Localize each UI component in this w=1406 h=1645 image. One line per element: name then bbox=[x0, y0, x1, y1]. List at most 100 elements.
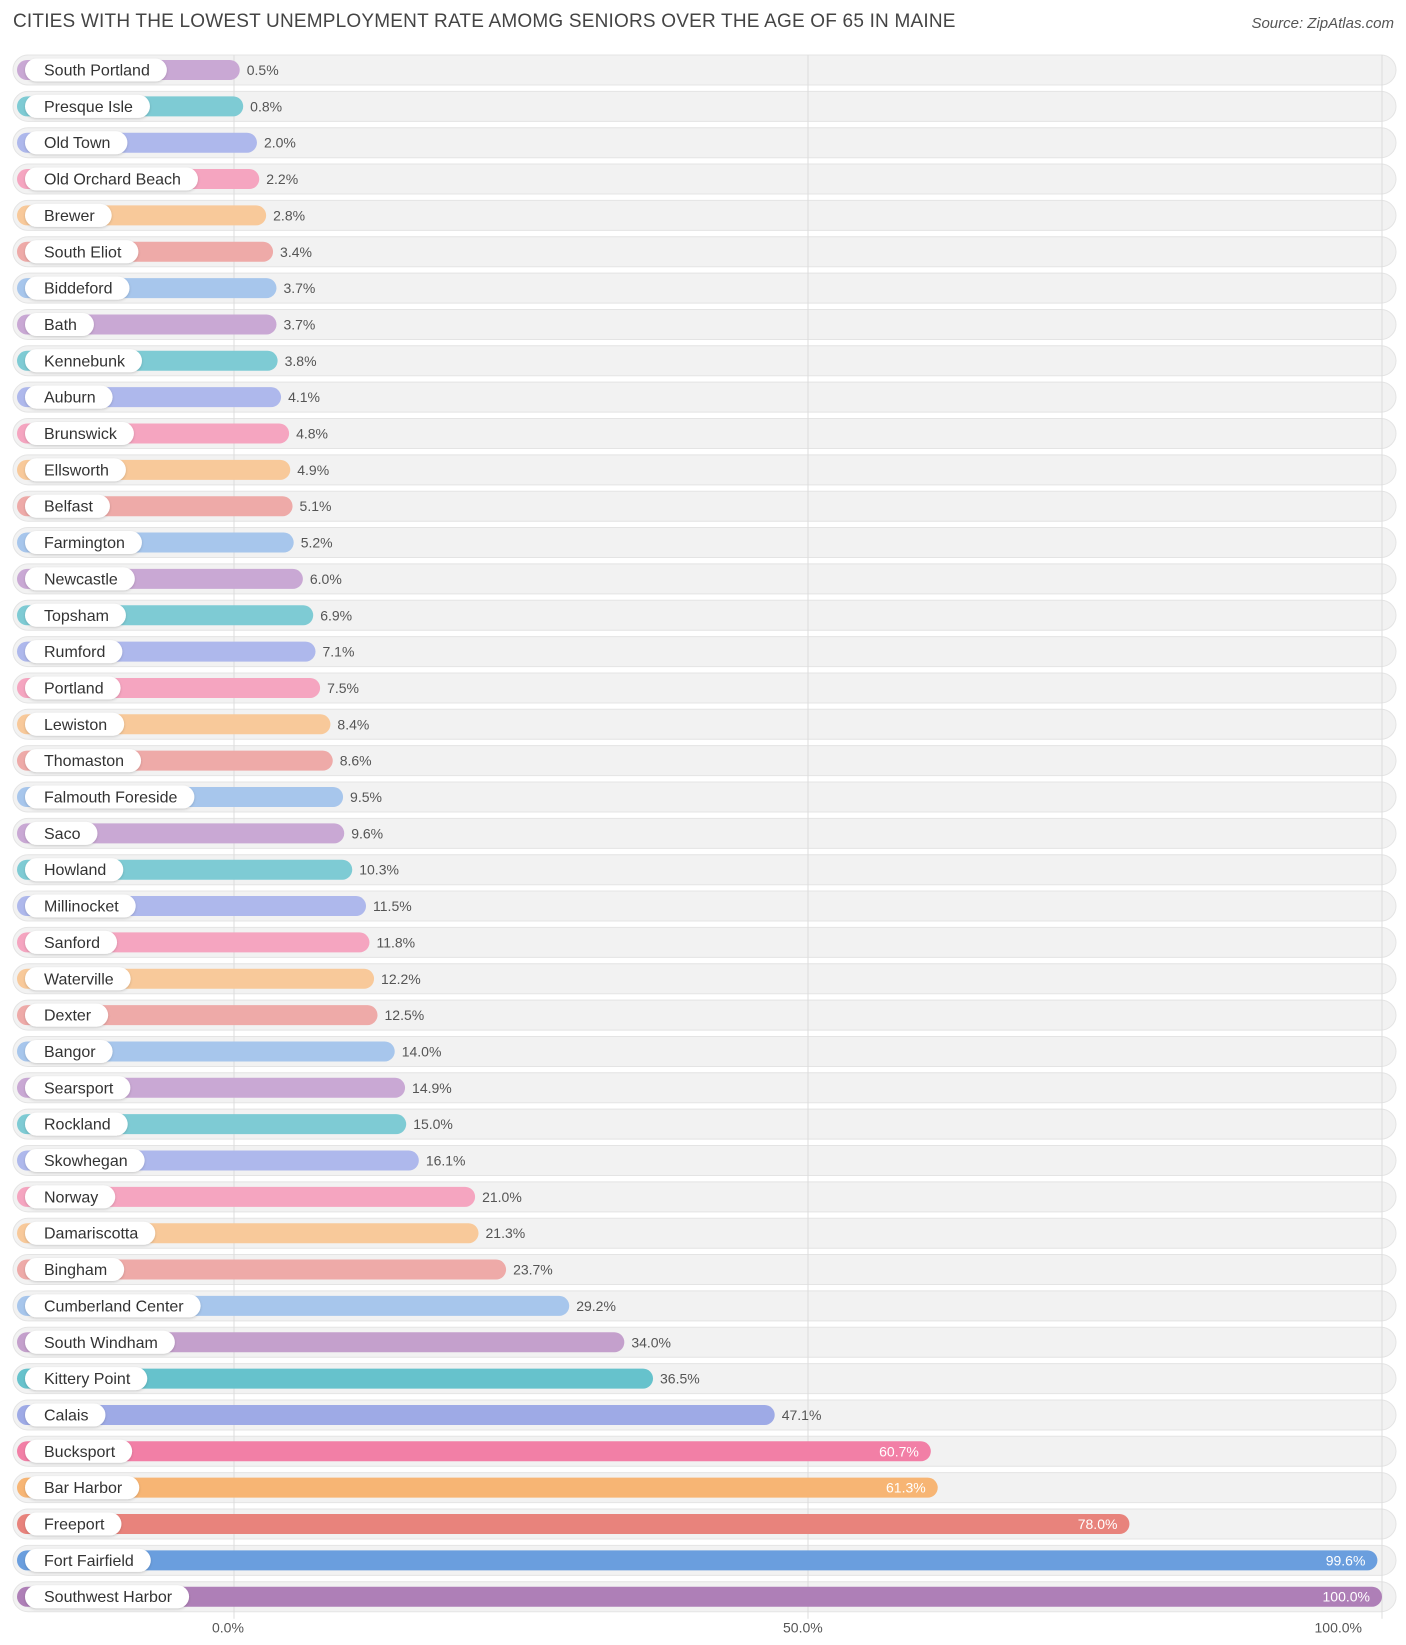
bar-label: Rockland bbox=[44, 1117, 111, 1134]
value-label: 5.1% bbox=[300, 498, 332, 514]
bar-label-pill bbox=[25, 94, 150, 118]
bar bbox=[17, 1550, 1378, 1571]
bar-label-pill bbox=[25, 312, 94, 336]
value-label: 12.2% bbox=[381, 971, 421, 987]
bar-label-pill bbox=[25, 276, 130, 300]
bar-label: Brewer bbox=[44, 208, 95, 225]
bar-label-pill bbox=[25, 1112, 128, 1136]
row-track bbox=[12, 781, 1397, 813]
value-label: 61.3% bbox=[886, 1480, 926, 1496]
tick-label: 50.0% bbox=[783, 1620, 823, 1636]
chart-title: CITIES WITH THE LOWEST UNEMPLOYMENT RATE… bbox=[13, 11, 956, 32]
bar-label: Millinocket bbox=[44, 899, 119, 916]
bar-label-pill bbox=[25, 676, 121, 700]
value-label: 10.3% bbox=[359, 862, 399, 878]
row-track bbox=[12, 272, 1397, 304]
bar bbox=[17, 1441, 931, 1462]
value-label: 11.5% bbox=[373, 898, 412, 914]
bar-label: Fort Fairfield bbox=[44, 1553, 134, 1570]
value-label: 3.7% bbox=[283, 280, 315, 296]
value-label: 7.1% bbox=[323, 644, 355, 660]
row-track bbox=[12, 672, 1397, 704]
value-label: 2.8% bbox=[273, 207, 305, 223]
value-label: 36.5% bbox=[660, 1371, 700, 1387]
row-track bbox=[12, 745, 1397, 777]
source-label: Source: ZipAtlas.com bbox=[1251, 15, 1394, 32]
bar-label: Belfast bbox=[44, 499, 93, 516]
bar-label: Newcastle bbox=[44, 571, 118, 588]
value-label: 3.7% bbox=[283, 316, 315, 332]
row-track bbox=[12, 127, 1397, 159]
bar-label-pill bbox=[25, 1512, 122, 1536]
tick-label: 0.0% bbox=[212, 1620, 244, 1636]
value-label: 23.7% bbox=[513, 1262, 553, 1278]
value-label: 7.5% bbox=[327, 680, 359, 696]
value-label: 6.9% bbox=[320, 607, 352, 623]
bar-label-pill bbox=[25, 494, 110, 518]
value-label: 21.0% bbox=[482, 1189, 522, 1205]
value-label: 2.2% bbox=[266, 171, 298, 187]
bar-label-pill bbox=[25, 1476, 140, 1500]
value-label: 5.2% bbox=[301, 535, 333, 551]
value-label: 34.0% bbox=[631, 1334, 671, 1350]
bar-label-pill bbox=[25, 58, 167, 82]
row-track bbox=[12, 54, 1397, 86]
bar-label: Rumford bbox=[44, 644, 105, 661]
bar-label: Ellsworth bbox=[44, 462, 109, 479]
bar-label: South Portland bbox=[44, 63, 150, 80]
bar-label-pill bbox=[25, 1039, 113, 1063]
row-track bbox=[12, 381, 1397, 413]
bar-label: Waterville bbox=[44, 971, 114, 988]
bar-label-pill bbox=[25, 894, 136, 918]
bar-label-pill bbox=[25, 967, 131, 991]
bar-label-pill bbox=[25, 1439, 133, 1463]
row-track bbox=[12, 490, 1397, 522]
bar-label: Dexter bbox=[44, 1008, 92, 1025]
bar-label-pill bbox=[25, 858, 124, 882]
bar-label: Portland bbox=[44, 680, 104, 697]
value-label: 8.6% bbox=[340, 753, 372, 769]
bar-label: Biddeford bbox=[44, 281, 113, 298]
bar-label: Kittery Point bbox=[44, 1371, 131, 1388]
bar-label-pill bbox=[25, 1076, 131, 1100]
bar-label-pill bbox=[25, 785, 195, 809]
bar-label: Bar Harbor bbox=[44, 1480, 123, 1497]
bar-label-pill bbox=[25, 1258, 125, 1282]
value-label: 6.0% bbox=[310, 571, 342, 587]
bar bbox=[17, 1404, 775, 1425]
bar-label-pill bbox=[25, 1294, 201, 1318]
bar-label-pill bbox=[25, 1585, 190, 1609]
bar bbox=[17, 823, 345, 844]
bar-label-pill bbox=[25, 1330, 175, 1354]
bar-label: Calais bbox=[44, 1407, 88, 1424]
bar-label: Southwest Harbor bbox=[44, 1589, 173, 1606]
bar-label-pill bbox=[25, 385, 113, 409]
bar-label-pill bbox=[25, 567, 135, 591]
bar bbox=[17, 1259, 507, 1280]
value-label: 47.1% bbox=[782, 1407, 822, 1423]
row-track bbox=[12, 527, 1397, 559]
row-track bbox=[12, 199, 1397, 231]
bar-label-pill bbox=[25, 458, 126, 482]
row-track bbox=[12, 345, 1397, 377]
row-track bbox=[12, 708, 1397, 740]
value-label: 21.3% bbox=[486, 1225, 526, 1241]
row-track bbox=[12, 454, 1397, 486]
bar-label-pill bbox=[25, 930, 118, 954]
bar-label: Skowhegan bbox=[44, 1153, 128, 1170]
row-track bbox=[12, 817, 1397, 849]
value-label: 16.1% bbox=[426, 1153, 466, 1169]
bar-label: South Windham bbox=[44, 1335, 158, 1352]
bar-label: Thomaston bbox=[44, 753, 124, 770]
bars: South Portland 0.5% Presque Isle 0.8% Old To… bbox=[17, 58, 1382, 1609]
bar-label: Bingham bbox=[44, 1262, 107, 1279]
value-label: 11.8% bbox=[376, 934, 415, 950]
value-label: 4.1% bbox=[288, 389, 320, 405]
bar bbox=[17, 1477, 938, 1498]
bar-label: Auburn bbox=[44, 390, 96, 407]
bar-label: Bucksport bbox=[44, 1444, 116, 1461]
row-track bbox=[12, 563, 1397, 595]
bar-label: Bath bbox=[44, 317, 77, 334]
bar bbox=[17, 1586, 1382, 1607]
